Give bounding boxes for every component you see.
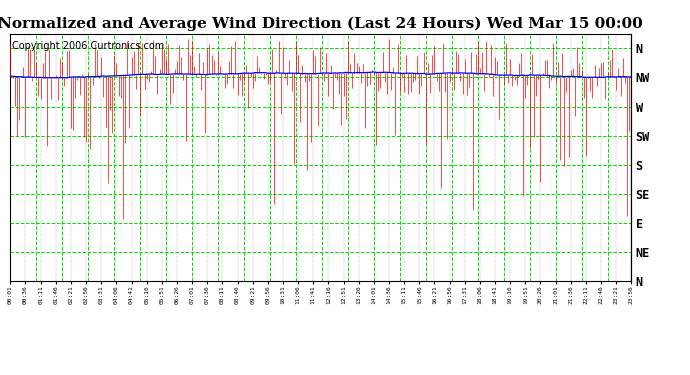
Text: Copyright 2006 Curtronics.com: Copyright 2006 Curtronics.com <box>12 41 164 51</box>
Title: Normalized and Average Wind Direction (Last 24 Hours) Wed Mar 15 00:00: Normalized and Average Wind Direction (L… <box>0 17 643 31</box>
